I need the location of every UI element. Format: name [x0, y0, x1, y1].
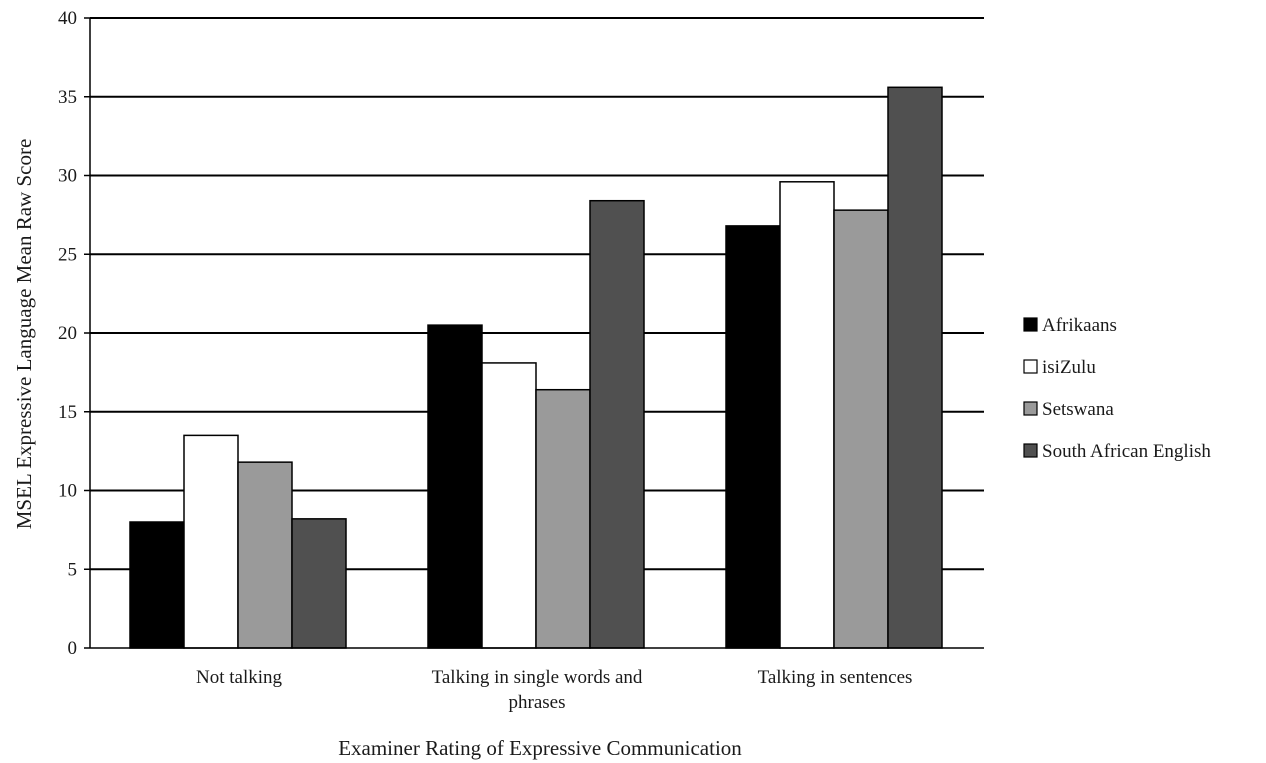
bar [237, 461, 293, 649]
y-tick-label: 20 [58, 323, 77, 344]
legend-label: Setswana [1042, 399, 1114, 420]
bar [589, 199, 645, 649]
x-category-label: phrases [509, 692, 566, 713]
legend-swatch [1023, 359, 1038, 374]
bar [291, 518, 347, 649]
y-tick-label: 10 [58, 481, 77, 502]
legend-swatch [1023, 401, 1038, 416]
tick-labels: 0 5 10 15 20 25 30 35 40 Not talking Talking in si… [58, 8, 912, 713]
bar [779, 181, 835, 649]
legend-label: isiZulu [1042, 357, 1096, 378]
y-tick-label: 15 [58, 402, 77, 423]
legend-swatch [1023, 317, 1038, 332]
bar [183, 434, 239, 649]
y-axis-title: MSEL Expressive Language Mean Raw Score [12, 139, 36, 530]
y-tick-label: 30 [58, 166, 77, 187]
axes [84, 17, 984, 649]
bar [535, 388, 591, 649]
y-tick-label: 0 [68, 638, 78, 659]
x-axis-title: Examiner Rating of Expressive Communicat… [338, 736, 742, 760]
y-tick-label: 25 [58, 244, 77, 265]
bar [833, 209, 889, 649]
x-category-label: Talking in single words and [432, 667, 643, 688]
bar [129, 521, 185, 649]
legend: Afrikaans isiZulu Setswana South African En… [1023, 315, 1211, 462]
legend-label: South African English [1042, 441, 1211, 462]
y-tick-label: 5 [68, 559, 78, 580]
legend-label: Afrikaans [1042, 315, 1117, 336]
bar [427, 324, 483, 649]
x-category-label: Not talking [196, 667, 283, 688]
y-tick-label: 40 [58, 8, 77, 29]
bar [481, 362, 537, 649]
bars [129, 86, 943, 649]
x-category-label: Talking in sentences [758, 667, 913, 688]
y-tick-label: 35 [58, 87, 77, 108]
bar [887, 86, 943, 649]
bar [725, 225, 781, 649]
legend-swatch [1023, 443, 1038, 458]
